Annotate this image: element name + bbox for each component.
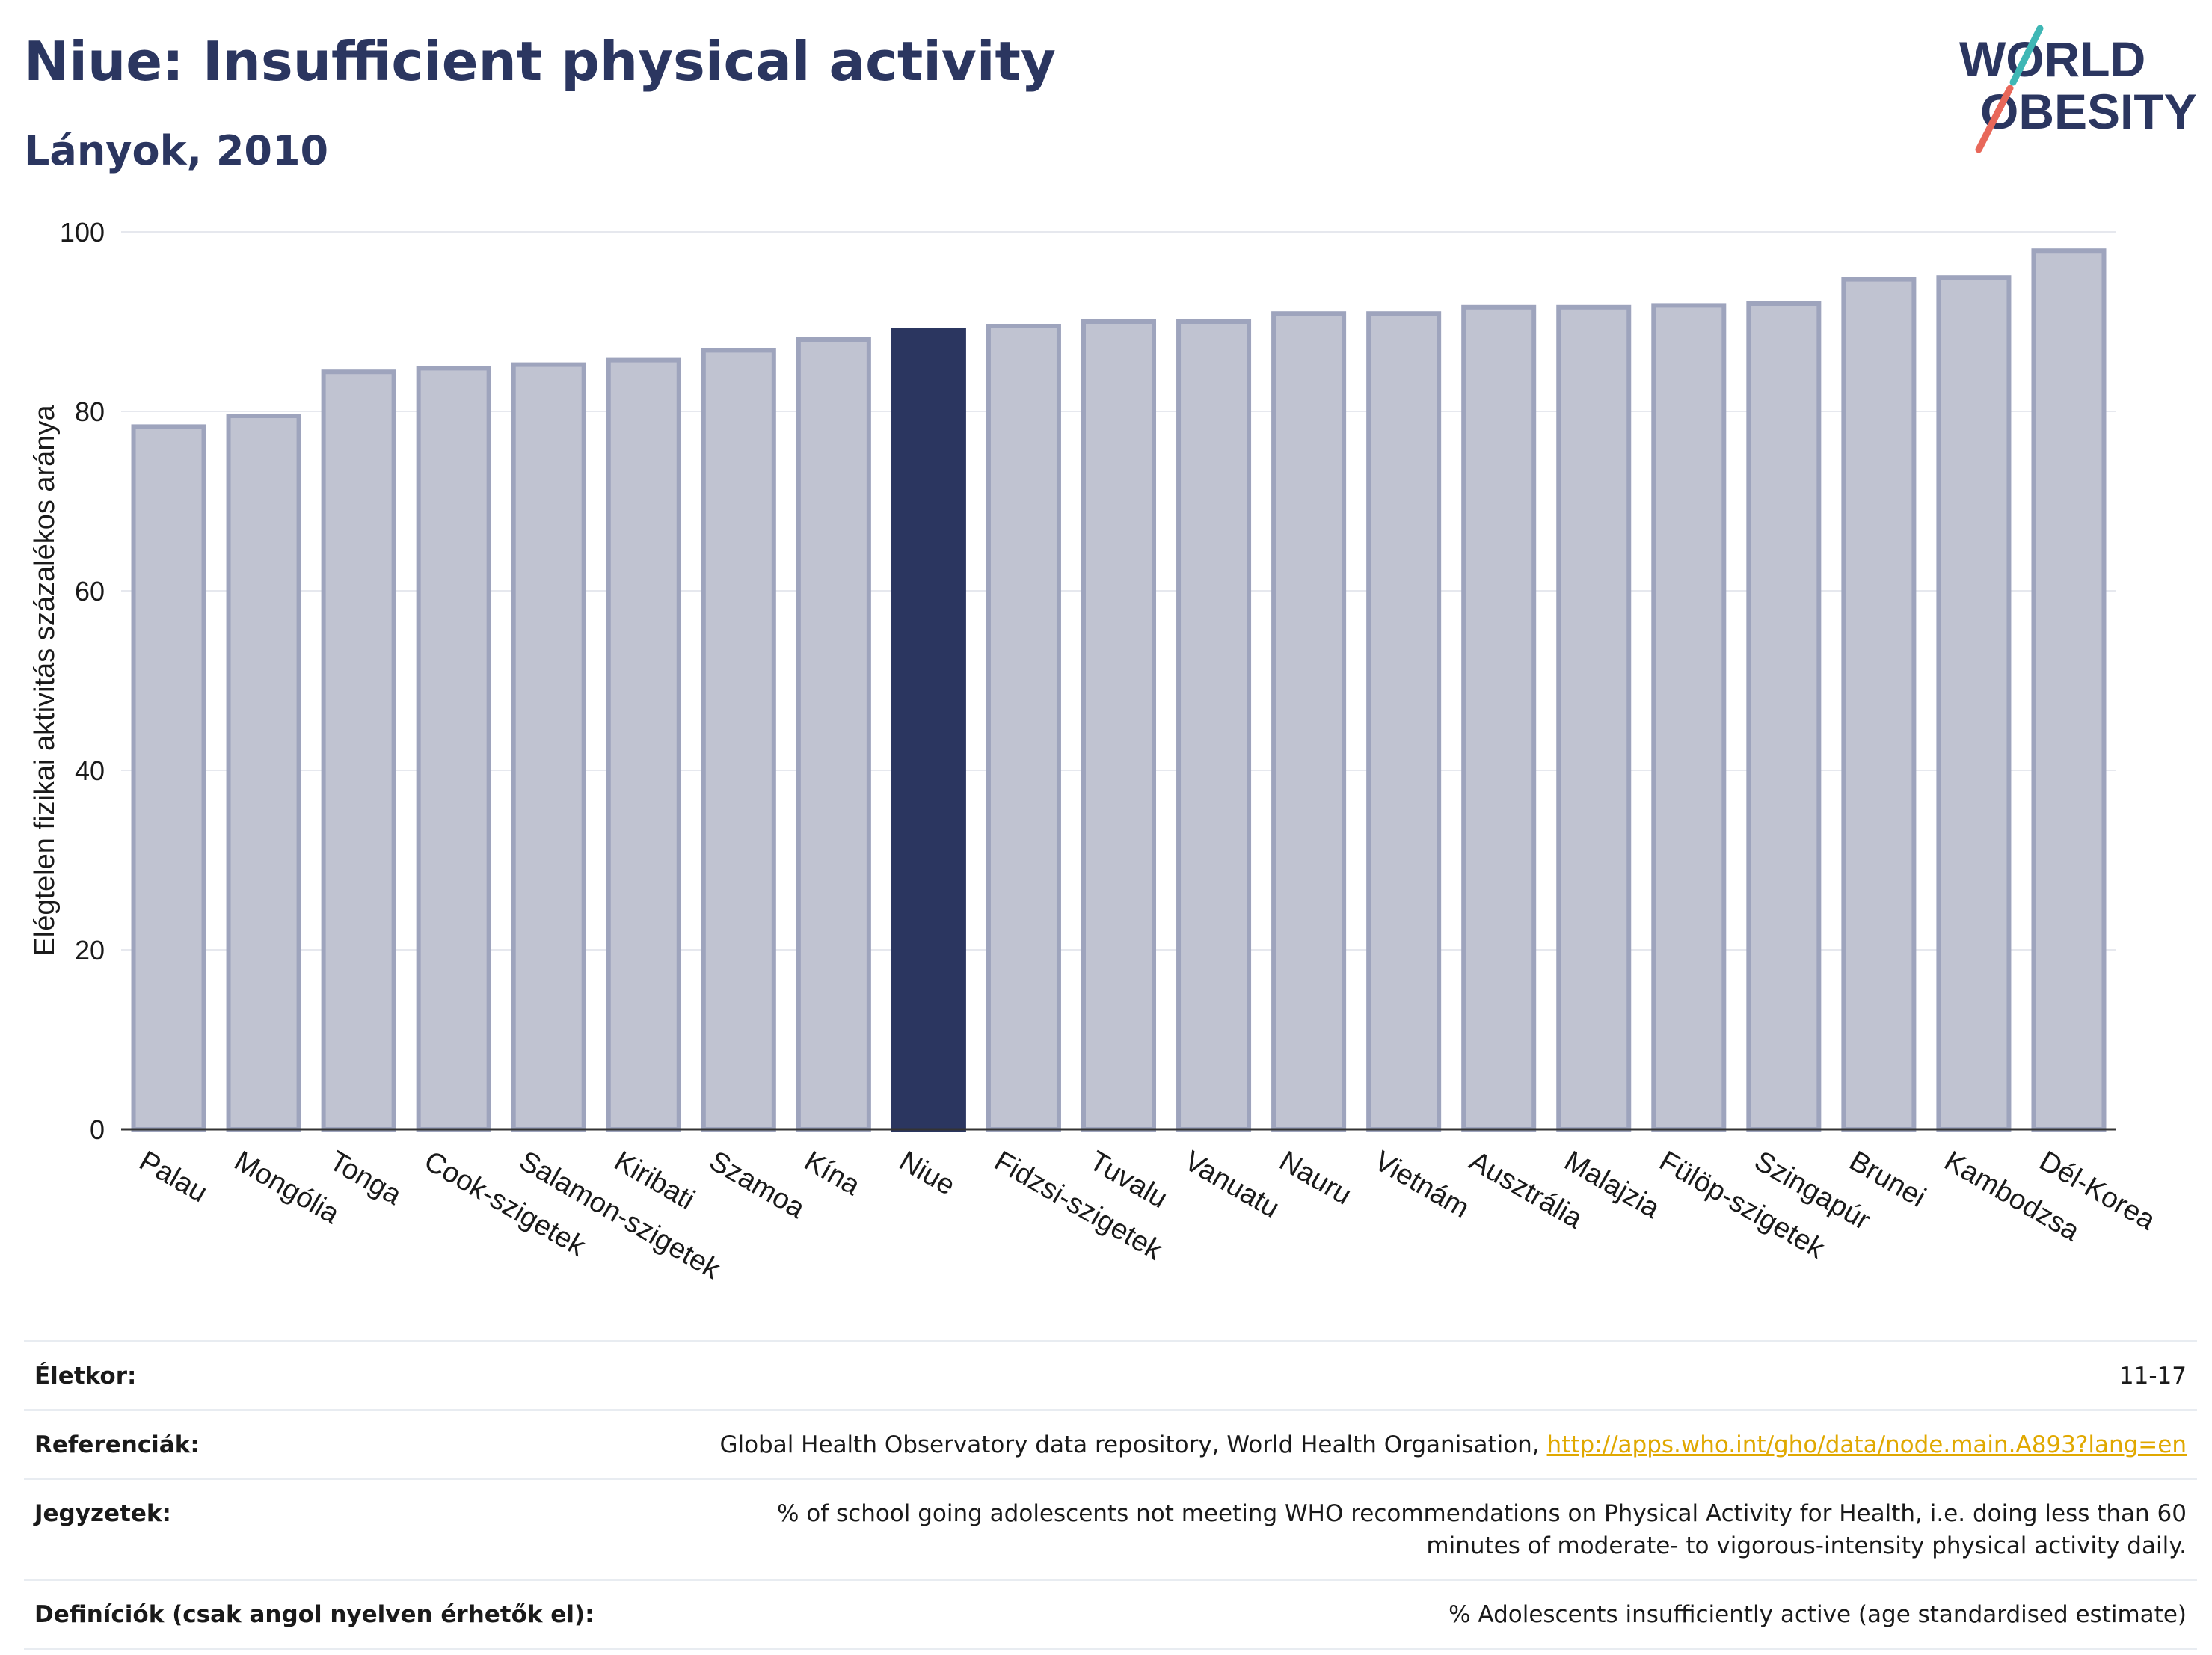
row-value: % of school going adolescents not meetin…	[776, 1500, 2187, 1559]
bar-brunei	[1841, 277, 1917, 1132]
world-obesity-logo: WORLD OBESITY	[1959, 25, 2197, 153]
bar-kambodzsa	[1936, 275, 2012, 1132]
bar-fülöp-szigetek	[1651, 303, 1727, 1132]
x-tick-label: Mongólia	[229, 1145, 345, 1230]
bar-niue	[891, 328, 966, 1132]
bar-kiribati	[606, 357, 681, 1132]
row-label: Referenciák:	[34, 1431, 200, 1458]
page-title: Niue: Insufficient physical activity	[24, 30, 1056, 93]
x-tick-label: Cook-szigetek	[419, 1145, 591, 1262]
bar-malajzia	[1556, 304, 1632, 1132]
bar-fidzsi-szigetek	[986, 324, 1061, 1132]
logo-slash-teal	[2009, 25, 2044, 86]
y-tick-label: 20	[75, 935, 105, 965]
logo-text-world: WORLD	[1959, 31, 2145, 87]
x-tick-label: Vanuatu	[1179, 1145, 1285, 1224]
info-table: Életkor: 11-17 Referenciák: Global Healt…	[24, 1340, 2197, 1650]
logo-text-obesity: OBESITY	[1980, 84, 2197, 139]
bar-ausztrália	[1461, 304, 1537, 1132]
row-value: % Adolescents insufficiently active (age…	[1448, 1601, 2187, 1628]
table-row-references: Referenciák: Global Health Observatory d…	[24, 1409, 2197, 1478]
bar-tuvalu	[1081, 319, 1157, 1132]
bar-palau	[131, 424, 206, 1132]
bar-tonga	[321, 369, 396, 1132]
x-tick-label: Szamoa	[704, 1145, 810, 1225]
x-tick-label: Niue	[894, 1145, 960, 1201]
table-row-age: Életkor: 11-17	[24, 1340, 2197, 1409]
bar-mongólia	[226, 414, 301, 1132]
x-tick-label: Palau	[134, 1145, 212, 1209]
y-axis-label: Elégtelen fizikai aktivitás százalékos a…	[29, 405, 61, 957]
y-tick-label: 60	[75, 576, 105, 607]
bar-szingapúr	[1746, 301, 1822, 1132]
bar-nauru	[1271, 311, 1347, 1132]
row-label: Jegyzetek:	[34, 1500, 171, 1527]
logo-slash-red	[1975, 85, 2014, 153]
table-row-definitions: Definíciók (csak angol nyelven érhetők e…	[24, 1579, 2197, 1650]
row-label: Definíciók (csak angol nyelven érhetők e…	[34, 1601, 595, 1628]
x-tick-label: Fidzsi-szigetek	[989, 1145, 1167, 1267]
bar-szamoa	[701, 348, 776, 1132]
bar-vietnám	[1366, 311, 1442, 1132]
table-row-notes: Jegyzetek: % of school going adolescents…	[24, 1478, 2197, 1579]
y-tick-label: 80	[75, 396, 105, 427]
bar-cook-szigetek	[416, 366, 491, 1132]
bars	[131, 248, 2107, 1132]
row-value: 11-17	[2119, 1363, 2187, 1390]
y-axis-ticks: 0 20 40 60 80 100	[60, 217, 105, 1145]
x-tick-label: Vietnám	[1369, 1145, 1475, 1224]
bar-vanuatu	[1176, 319, 1252, 1132]
x-tick-label: Nauru	[1274, 1145, 1357, 1211]
reference-link[interactable]: http://apps.who.int/gho/data/node.main.A…	[1546, 1431, 2187, 1458]
x-tick-label: Kína	[799, 1145, 865, 1202]
y-tick-label: 100	[60, 217, 105, 248]
y-tick-label: 40	[75, 755, 105, 786]
bar-kína	[796, 337, 871, 1132]
bar-dél-korea	[2031, 248, 2107, 1132]
y-tick-label: 0	[90, 1114, 105, 1145]
page-subtitle: Lányok, 2010	[24, 127, 329, 174]
x-tick-label: Fülöp-szigetek	[1654, 1145, 1831, 1265]
row-value: Global Health Observatory data repositor…	[230, 1429, 2187, 1461]
row-label: Életkor:	[34, 1363, 137, 1390]
bar-salamon-szigetek	[511, 362, 586, 1132]
reference-text: Global Health Observatory data repositor…	[719, 1431, 1547, 1458]
